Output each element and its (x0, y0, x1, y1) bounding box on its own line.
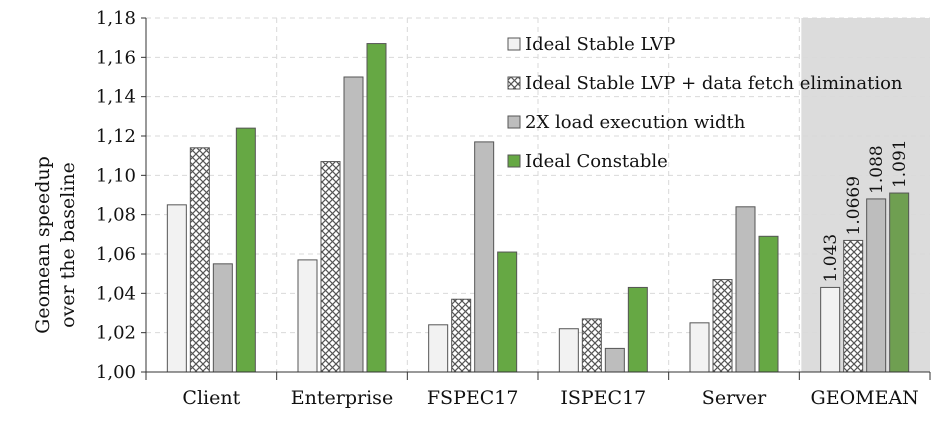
bar-geomean-series-1 (820, 286, 841, 373)
grid-lines (146, 17, 930, 372)
bar-client-series-3 (212, 263, 233, 373)
bar-fspec17-series-2 (451, 298, 472, 373)
data-label: 1.0669 (844, 176, 864, 235)
bar-client-series-4 (235, 127, 256, 373)
legend-swatch (507, 154, 521, 168)
y-tick-label: 1,08 (96, 205, 136, 226)
x-category-label: Server (702, 387, 767, 409)
y-tick-label: 1,06 (96, 244, 136, 265)
legend-swatch (507, 76, 521, 90)
bar-enterprise-series-4 (366, 43, 387, 373)
bar-fspec17-series-4 (497, 251, 518, 373)
legend-swatch (507, 115, 521, 129)
bar-fspec17-series-1 (428, 324, 449, 373)
y-axis-title-line-2: over the baseline (57, 162, 79, 328)
bar-server-series-4 (758, 235, 779, 373)
data-label: 1.088 (867, 145, 887, 194)
x-category-label: FSPEC17 (427, 387, 519, 409)
y-tick-label: 1,02 (96, 323, 136, 344)
x-category-label: Client (182, 387, 240, 409)
bar-fspec17-series-3 (474, 141, 495, 373)
bar-geomean-series-3 (866, 198, 887, 373)
bar-geomean-series-4 (889, 192, 910, 373)
bar-enterprise-series-3 (343, 76, 364, 373)
bar-ispec17-series-2 (581, 318, 602, 373)
legend-label: 2X load execution width (525, 112, 746, 133)
bars (166, 43, 910, 373)
bar-client-series-2 (189, 147, 210, 373)
x-category-label: Enterprise (291, 387, 393, 409)
bar-ispec17-series-3 (604, 347, 625, 373)
data-label: 1.091 (890, 139, 910, 188)
legend-label: Ideal Constable (525, 151, 668, 172)
bar-server-series-2 (712, 279, 733, 373)
data-label: 1.043 (821, 234, 841, 283)
bar-enterprise-series-1 (297, 259, 318, 373)
y-axis-title-line-1: Geomean speedup (32, 156, 54, 334)
legend-swatch (507, 37, 521, 51)
x-category-label: ISPEC17 (560, 387, 646, 409)
bar-ispec17-series-1 (558, 328, 579, 373)
x-category-label: GEOMEAN (811, 387, 919, 409)
legend: Ideal Stable LVP Ideal Stable LVP + data … (507, 34, 903, 172)
legend-label: Ideal Stable LVP + data fetch eliminatio… (525, 73, 903, 94)
y-tick-label: 1,04 (96, 283, 136, 304)
bar-enterprise-series-2 (320, 161, 341, 373)
bar-ispec17-series-4 (627, 286, 648, 373)
legend-label: Ideal Stable LVP (525, 34, 675, 55)
y-tick-label: 1,16 (96, 47, 136, 68)
y-tick-label: 1,12 (96, 126, 136, 147)
y-tick-label: 1,00 (96, 362, 136, 383)
y-tick-label: 1,10 (96, 165, 136, 186)
bar-server-series-1 (689, 322, 710, 373)
y-tick-label: 1,18 (96, 8, 136, 29)
bar-client-series-1 (166, 204, 187, 373)
axes: 1,00 1,02 1,04 1,06 1,08 1,10 1,12 1,14 1,16 1,18… (96, 8, 931, 409)
y-tick-label: 1,14 (96, 87, 136, 108)
bar-server-series-3 (735, 206, 756, 373)
bar-geomean-series-2 (843, 239, 864, 373)
